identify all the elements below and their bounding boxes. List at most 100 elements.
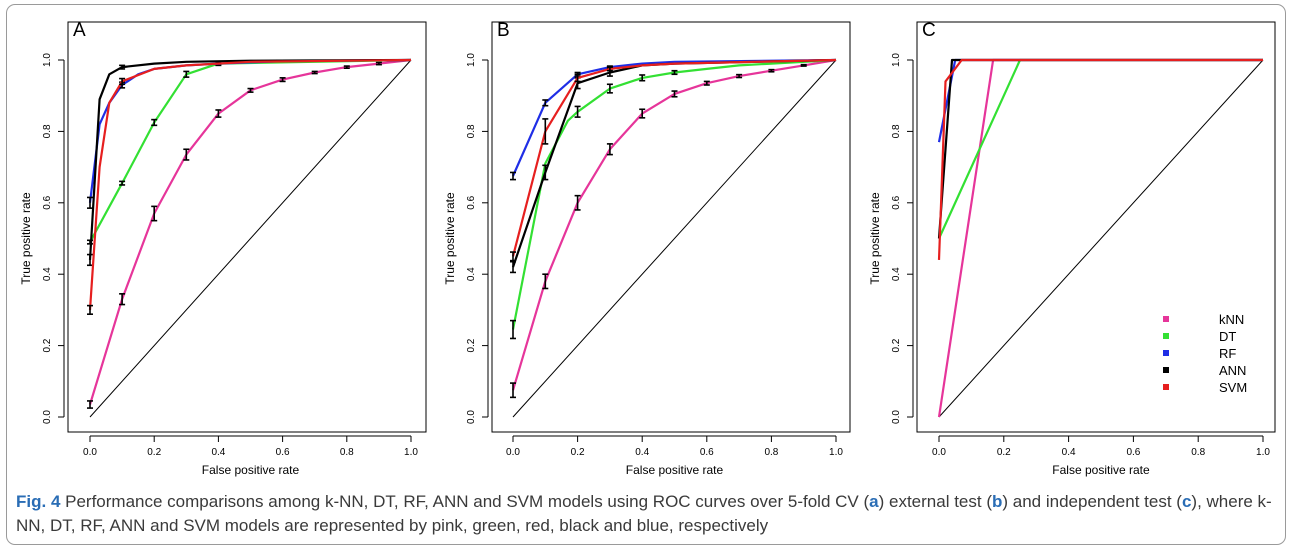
- x-tick-label: 1.0: [829, 447, 843, 458]
- caption-panel-a: a: [869, 492, 879, 511]
- figure-label: Fig. 4: [16, 492, 61, 511]
- x-tick-label: 0.4: [635, 447, 649, 458]
- y-tick-label: 1.0: [891, 53, 902, 67]
- roc-line-ann: [88, 58, 412, 260]
- y-tick-label: 0.0: [466, 410, 477, 424]
- roc-line-dt: [89, 58, 412, 243]
- error-bar: [542, 99, 549, 107]
- error-bar: [510, 382, 516, 399]
- figure-frame: [6, 4, 1286, 545]
- figure-caption: Fig. 4 Performance comparisons among k-N…: [16, 490, 1278, 538]
- series-ann: [937, 58, 1263, 239]
- y-tick-label: 0.2: [891, 338, 902, 352]
- y-axis-label: True positive rate: [868, 192, 882, 285]
- series-dt: [937, 58, 1263, 239]
- error-bar: [542, 164, 549, 181]
- error-bar: [119, 77, 126, 86]
- legend: kNN DT RF ANN SVM: [1163, 312, 1247, 395]
- y-tick-label: 0.8: [891, 124, 902, 138]
- x-tick-label: 0.6: [1126, 447, 1140, 458]
- x-tick-label: 0.2: [997, 447, 1011, 458]
- series-dt: [87, 58, 412, 245]
- roc-line-ann: [937, 58, 1263, 239]
- diagonal-line: [89, 59, 412, 418]
- error-bar: [639, 74, 646, 82]
- y-tick-label: 0.2: [42, 338, 53, 352]
- panel-label: A: [73, 20, 86, 41]
- panel-c: C 0.0 0.2 0.4 0.6 0.8 1.0 False positive rate 0.…: [868, 20, 1276, 477]
- roc-line-rf: [511, 58, 837, 177]
- error-bar: [671, 69, 678, 76]
- error-bar: [119, 180, 126, 186]
- error-bar: [703, 80, 710, 86]
- caption-text-4: ), where k-NN, DT, RF, ANN and SVM model…: [16, 492, 1272, 535]
- y-axis-label: True positive rate: [19, 192, 33, 285]
- error-bar: [736, 73, 743, 79]
- error-bar: [542, 273, 549, 290]
- error-bar: [279, 77, 286, 83]
- y-tick-label: 1.0: [42, 53, 53, 67]
- x-tick-label: 0.8: [340, 447, 354, 458]
- error-bar: [574, 73, 581, 83]
- legend-label-rf: RF: [1219, 346, 1236, 361]
- x-tick-label: 0.8: [764, 447, 778, 458]
- series-rf: [510, 58, 837, 181]
- x-tick-label: 0.6: [700, 447, 714, 458]
- x-tick-label: 0.2: [147, 447, 161, 458]
- legend-swatch-dt: [1163, 333, 1169, 339]
- x-tick-label: 0.0: [83, 447, 97, 458]
- error-bar: [510, 260, 516, 274]
- y-tick-label: 0.0: [891, 410, 902, 424]
- error-bar: [510, 251, 516, 262]
- error-bar: [119, 64, 126, 70]
- y-tick-label: 0.0: [42, 410, 53, 424]
- y-tick-label: 0.4: [891, 267, 902, 281]
- panel-label: B: [497, 20, 510, 41]
- x-axis-label: False positive rate: [202, 463, 300, 477]
- series-svm: [510, 58, 837, 262]
- error-bar: [215, 109, 222, 118]
- panel-b: B 0.0 0.2 0.4 0.6 0.8 1.0 False positive rate 0.…: [443, 20, 851, 477]
- x-tick-label: 1.0: [1256, 447, 1270, 458]
- error-bar: [574, 194, 581, 211]
- series-rf: [87, 58, 412, 209]
- error-bar: [574, 105, 581, 118]
- x-axis-label: False positive rate: [626, 463, 724, 477]
- error-bar: [606, 143, 613, 156]
- panel-a: A 0.0 0.2 0.4 0.6 0.8 1.0 False positive rate 0.…: [19, 20, 427, 477]
- legend-label-svm: SVM: [1219, 380, 1247, 395]
- error-bar: [183, 148, 190, 161]
- x-axis-label: False positive rate: [1052, 463, 1150, 477]
- error-bar: [87, 304, 93, 315]
- y-tick-label: 0.4: [42, 267, 53, 281]
- series-svm: [87, 58, 412, 315]
- roc-line-svm: [88, 58, 412, 310]
- x-tick-label: 0.4: [211, 447, 225, 458]
- caption-text-3: ) and independent test (: [1002, 492, 1182, 511]
- error-bar: [87, 400, 93, 409]
- y-tick-label: 0.8: [42, 124, 53, 138]
- legend-label-ann: ANN: [1219, 363, 1246, 378]
- plot-box: [491, 21, 851, 433]
- y-tick-label: 1.0: [466, 53, 477, 67]
- error-bar: [311, 70, 318, 75]
- plot-box: [67, 21, 427, 433]
- y-tick-label: 0.2: [466, 338, 477, 352]
- legend-label-dt: DT: [1219, 329, 1236, 344]
- error-bar: [119, 293, 126, 306]
- caption-text-2: ) external test (: [878, 492, 992, 511]
- error-bar: [183, 70, 190, 78]
- roc-line-dt: [937, 58, 1263, 239]
- x-tick-label: 0.4: [1062, 447, 1076, 458]
- roc-line-svm: [937, 58, 1263, 260]
- x-tick-label: 1.0: [404, 447, 418, 458]
- y-tick-label: 0.6: [42, 195, 53, 209]
- diagonal-line: [512, 59, 837, 418]
- panel-label: C: [922, 20, 936, 41]
- caption-panel-b: b: [991, 492, 1003, 511]
- roc-figure: A 0.0 0.2 0.4 0.6 0.8 1.0 False positive rate 0.…: [19, 20, 1276, 477]
- legend-swatch-svm: [1163, 384, 1169, 390]
- error-bar: [768, 68, 775, 73]
- y-tick-label: 0.6: [466, 195, 477, 209]
- series-dt: [510, 58, 837, 340]
